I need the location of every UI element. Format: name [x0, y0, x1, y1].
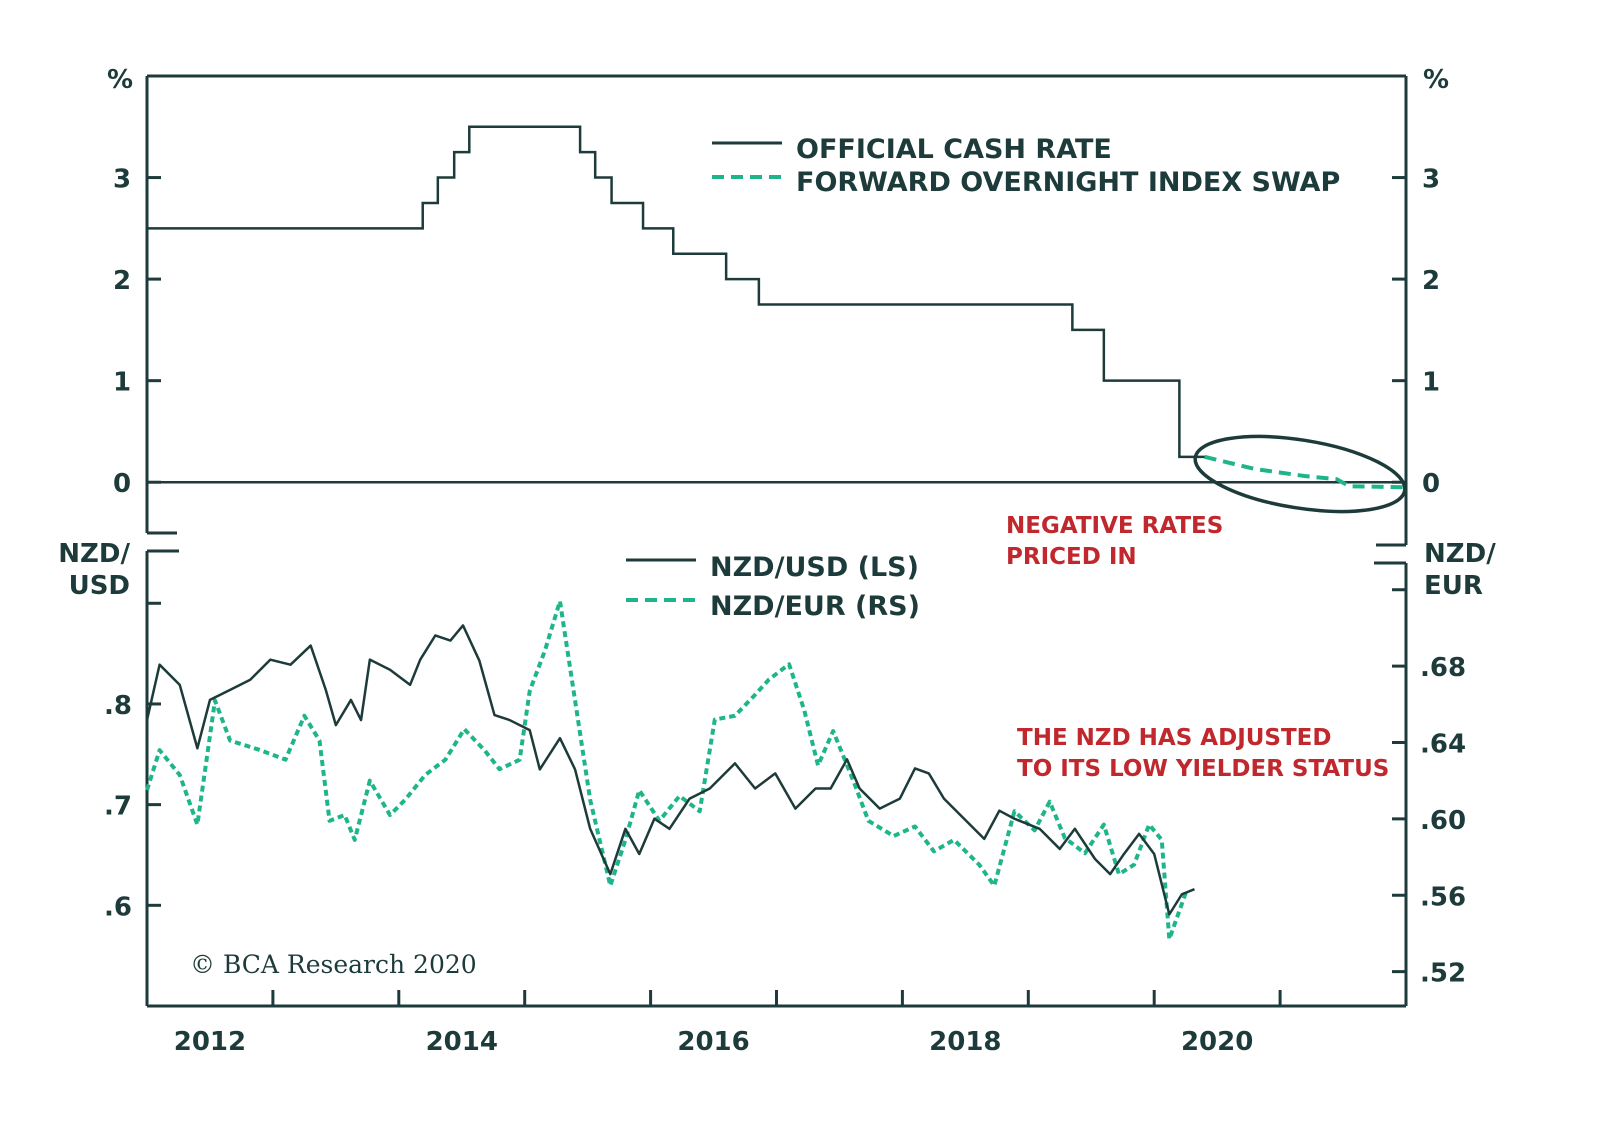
legend-label-fois: FORWARD OVERNIGHT INDEX SWAP [796, 167, 1340, 198]
bottom-left-axis-label-line1: NZD/ [58, 539, 130, 569]
x-tick-label: 2012 [174, 1027, 246, 1057]
y-tick-label-left: 0 [113, 469, 131, 499]
top-left-axis-unit: % [107, 65, 133, 95]
y-tick-label-left: 2 [113, 266, 131, 296]
series-official-cash-rate [147, 125, 1209, 459]
y-tick-label-right: .60 [1420, 806, 1466, 836]
y-tick-label-right: .56 [1420, 882, 1466, 912]
annotation-ellipse [1193, 434, 1407, 514]
y-tick-label-right: 0 [1422, 469, 1440, 499]
x-tick-label: 2016 [677, 1027, 749, 1057]
bottom-right-axis-label-line1: NZD/ [1424, 539, 1496, 569]
y-tick-label-left: .8 [104, 691, 132, 721]
x-tick-label: 2020 [1181, 1027, 1253, 1057]
x-tick-label: 2018 [929, 1027, 1001, 1057]
top-right-axis-unit: % [1423, 65, 1449, 95]
legend-label-nzdusd: NZD/USD (LS) [710, 552, 919, 583]
y-tick-label-left: 3 [113, 165, 131, 195]
series-forward-ois [1204, 454, 1407, 490]
annotation-nzd-adjusted-line2: TO ITS LOW YIELDER STATUS [1017, 756, 1389, 782]
y-tick-label-right: 1 [1422, 368, 1440, 398]
annotation-negative-rates-line1: NEGATIVE RATES [1006, 513, 1223, 539]
y-tick-label-left: .6 [104, 892, 132, 922]
y-tick-label-right: 3 [1422, 165, 1440, 195]
top-panel: 0 0 1 1 2 2 3 3 [113, 74, 1440, 547]
y-tick-label-right: .68 [1420, 653, 1466, 683]
y-tick-label-right: .64 [1420, 729, 1466, 759]
annotation-negative-rates-line2: PRICED IN [1006, 544, 1137, 570]
y-tick-label-left: 1 [113, 368, 131, 398]
bottom-right-axis-label-line2: EUR [1424, 571, 1483, 601]
bottom-left-axis-label-line2: USD [69, 571, 130, 601]
series-nzd-usd [145, 624, 1195, 916]
bottom-panel: .8 .7 .6 .68 .64 .60 .56 .52 2012 2014 2016 2018 202… [104, 549, 1466, 1057]
legend-label-nzdeur: NZD/EUR (RS) [710, 591, 920, 622]
top-legend: OFFICIAL CASH RATE FORWARD OVERNIGHT IND… [712, 134, 1340, 198]
y-tick-label-right: .52 [1420, 959, 1466, 989]
copyright-text: © BCA Research 2020 [190, 950, 477, 979]
legend-label-ocr: OFFICIAL CASH RATE [796, 134, 1112, 165]
annotation-nzd-adjusted-line1: THE NZD HAS ADJUSTED [1017, 725, 1332, 751]
bottom-legend: NZD/USD (LS) NZD/EUR (RS) [626, 552, 920, 622]
y-tick-label-left: .7 [104, 792, 132, 822]
x-tick-label: 2014 [426, 1027, 498, 1057]
y-tick-label-right: 2 [1422, 266, 1440, 296]
